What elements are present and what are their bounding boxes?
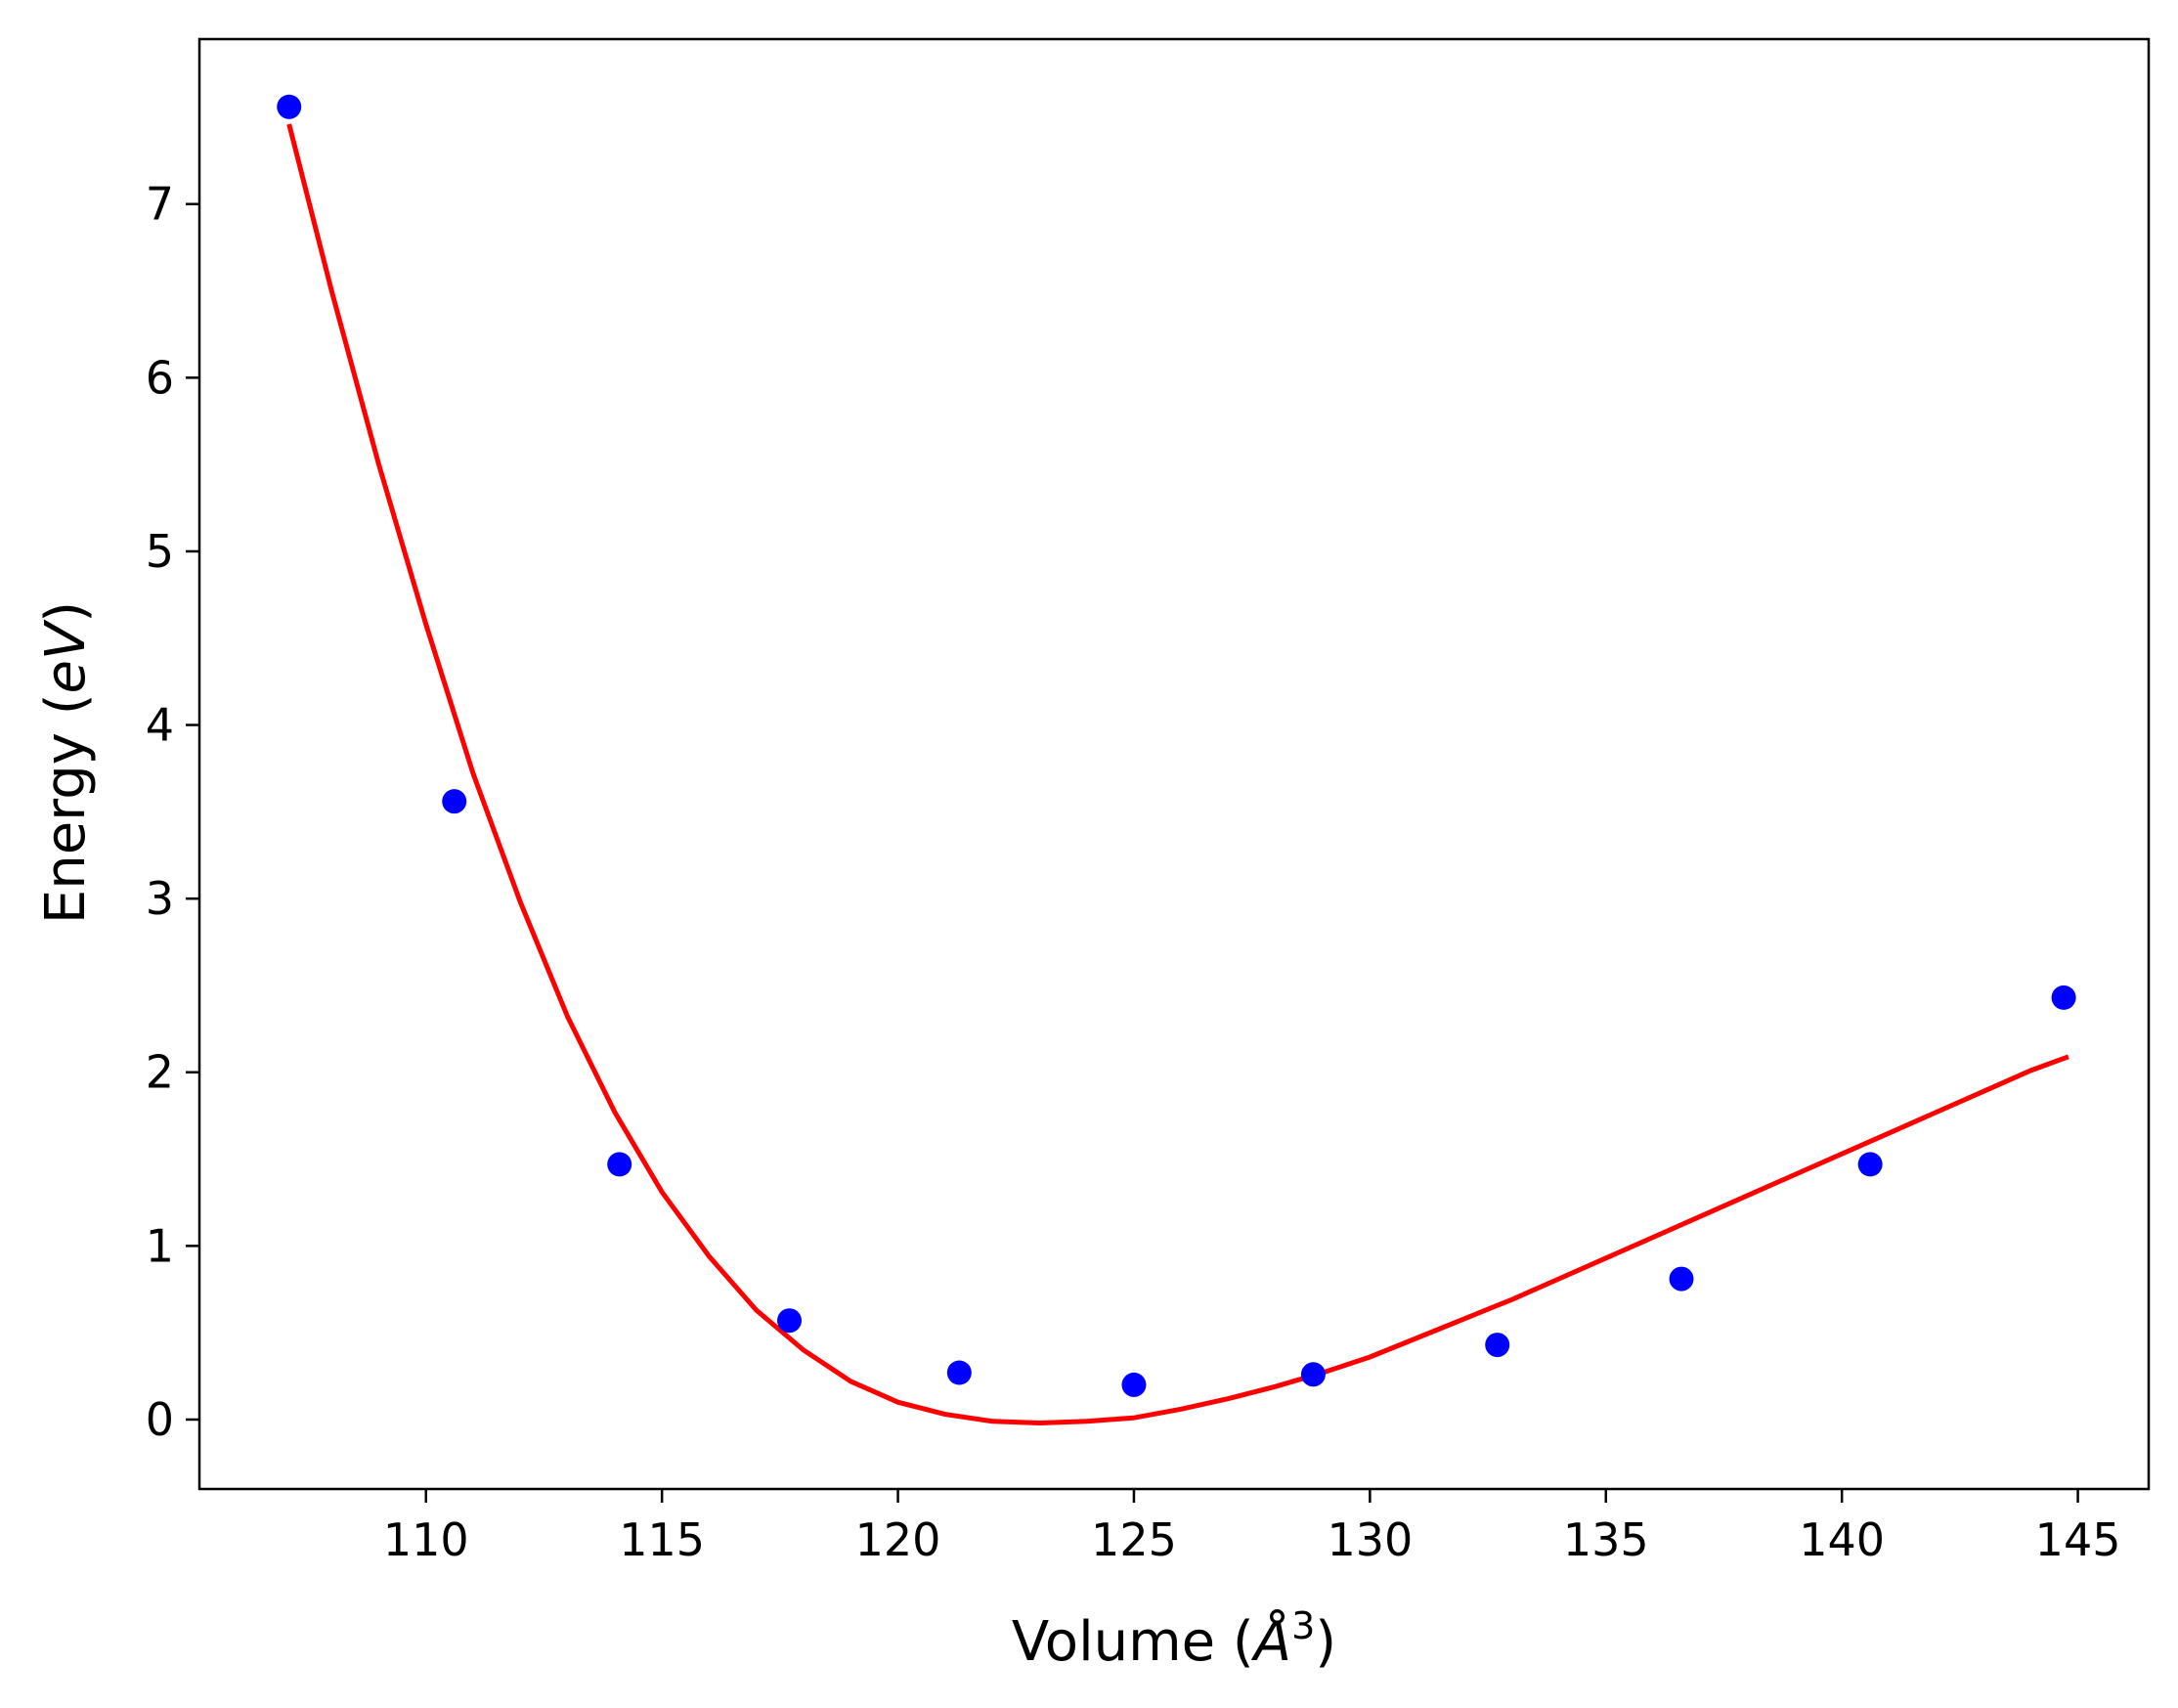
data-point: [1857, 1152, 1883, 1177]
y-tick-label: 7: [146, 178, 174, 231]
x-axis-label-exponent: 3: [1291, 1604, 1315, 1647]
y-axis-label-unit: eV: [34, 619, 98, 693]
plot-area: [277, 94, 2076, 1426]
data-point: [442, 789, 467, 814]
y-tick-label: 2: [146, 1046, 174, 1099]
y-tick-label: 3: [146, 872, 174, 925]
x-tick-label: 145: [2035, 1513, 2121, 1566]
x-tick-label: 135: [1563, 1513, 1649, 1566]
data-point: [1669, 1266, 1694, 1292]
data-point: [777, 1308, 803, 1334]
y-tick-label: 0: [146, 1393, 174, 1446]
y-axis-label-close: ): [34, 601, 98, 623]
x-axis-label-symbol: Å: [1251, 1609, 1291, 1674]
x-axis-label-close: ): [1315, 1610, 1336, 1674]
y-axis: 0 1 2 3 4 5 6 7: [146, 178, 199, 1446]
data-point: [946, 1360, 972, 1385]
x-tick-label: 140: [1799, 1513, 1885, 1566]
y-tick-label: 1: [146, 1219, 174, 1272]
x-tick-label: 130: [1327, 1513, 1413, 1566]
y-tick-label: 5: [146, 525, 174, 578]
x-tick-label: 115: [619, 1513, 705, 1566]
x-tick-label: 125: [1091, 1513, 1177, 1566]
x-tick-label: 120: [855, 1513, 941, 1566]
x-tick-label: 110: [383, 1513, 469, 1566]
data-point: [1485, 1333, 1510, 1358]
data-point: [277, 94, 302, 119]
data-point: [2051, 985, 2076, 1010]
y-axis-label-text: Energy (: [34, 693, 98, 924]
data-point: [1300, 1362, 1326, 1387]
y-axis-label: Energy (eV): [34, 601, 98, 924]
y-tick-label: 4: [146, 699, 174, 752]
x-axis-label: Volume (Å3): [1012, 1604, 1336, 1674]
fit-curve: [286, 123, 2069, 1426]
x-axis-label-text: Volume (: [1012, 1610, 1254, 1674]
axes-frame: [197, 37, 2151, 1491]
y-tick-label: 6: [146, 351, 174, 404]
data-point: [607, 1152, 632, 1177]
data-point: [1121, 1372, 1147, 1397]
x-axis: 110 115 120 125 130 135 140 145: [383, 1489, 2121, 1566]
